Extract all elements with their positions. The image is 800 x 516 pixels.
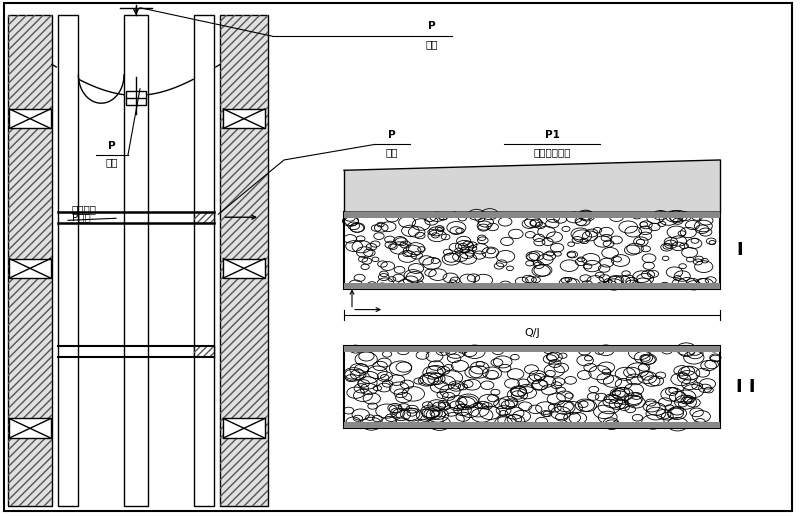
Bar [194,346,214,357]
Polygon shape [344,160,720,212]
Text: P: P [428,21,436,31]
Text: I: I [736,241,742,259]
Bar [220,15,268,506]
Bar [194,212,214,223]
Bar [344,346,720,428]
Text: P堵塞: P堵塞 [72,212,90,222]
Bar [8,15,52,506]
Bar [220,15,268,506]
Bar [344,212,720,218]
Bar [58,15,78,506]
Text: Q/J: Q/J [524,328,540,337]
Bar [8,15,52,506]
Bar [124,15,148,506]
Bar [194,212,214,223]
Bar [223,109,265,128]
Bar [344,212,720,289]
Text: P1: P1 [545,131,559,140]
Bar [223,259,265,278]
Bar [344,283,720,289]
Text: I I: I I [736,378,755,396]
Text: 嘴后: 嘴后 [386,147,398,157]
Bar [223,418,265,438]
Bar [10,418,51,438]
Text: P: P [108,141,116,151]
Text: 油压: 油压 [426,39,438,49]
Bar [10,109,51,128]
Text: 嘴管: 嘴管 [106,157,118,167]
Bar [126,91,146,105]
Bar [10,259,51,278]
Bar [194,15,214,506]
Bar [194,346,214,357]
Text: 陶瓷水堵: 陶瓷水堵 [72,204,97,214]
Text: 原始地层压力: 原始地层压力 [534,147,570,157]
Bar [344,346,720,352]
Text: P: P [388,131,396,140]
Bar [344,422,720,428]
